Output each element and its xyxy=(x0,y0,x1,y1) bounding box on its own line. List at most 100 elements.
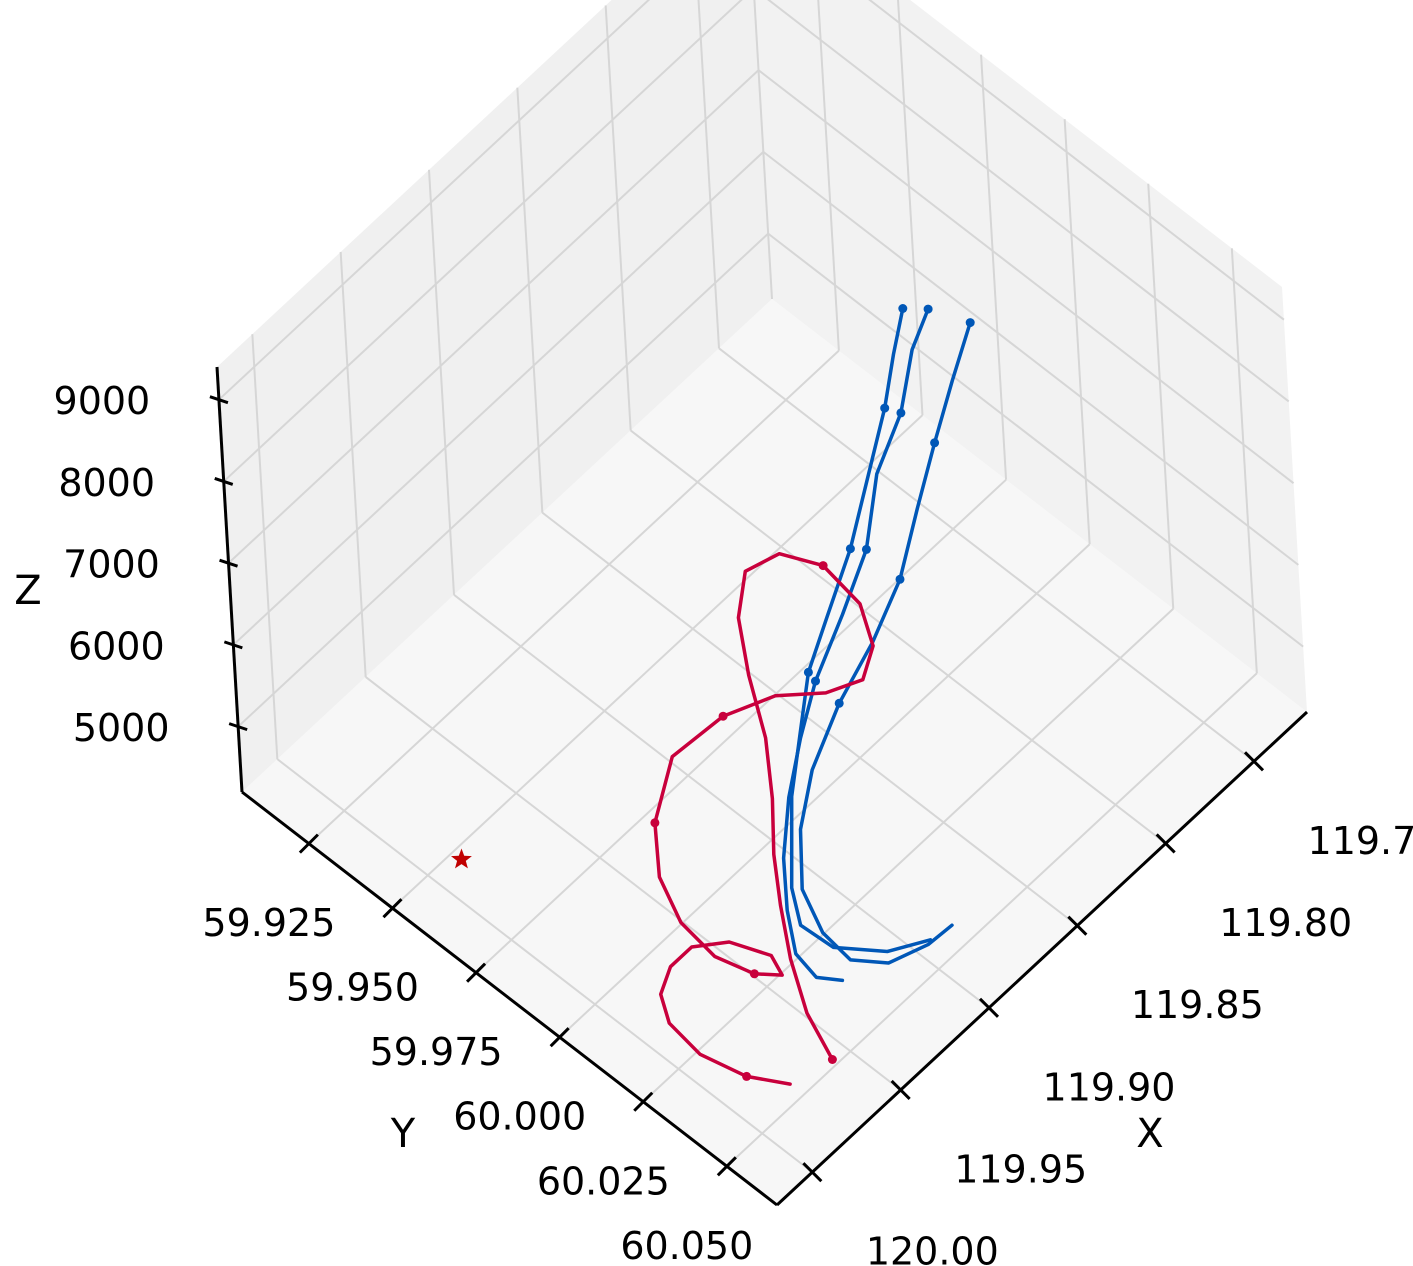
y-tick xyxy=(549,1027,570,1048)
y-tick xyxy=(716,1156,737,1177)
z-tick-label: 9000 xyxy=(54,379,151,423)
grid-line-x-floor xyxy=(541,511,1078,927)
y-tick xyxy=(633,1091,654,1112)
x-tick xyxy=(978,997,1000,1018)
x-tick-label: 119.90 xyxy=(1043,1065,1176,1109)
y-axis-label: Y xyxy=(390,1111,416,1157)
grid-line-y-floor xyxy=(642,608,1174,1103)
series-marker-blue xyxy=(896,408,906,418)
x-tick-label: 119.80 xyxy=(1219,901,1352,945)
series-line-blue xyxy=(781,307,930,983)
grid-line-y-floor xyxy=(726,672,1258,1168)
grid-line-z-left-wall xyxy=(757,69,1295,484)
grid-line-y-wall xyxy=(897,0,924,416)
grid-line-z-right-wall xyxy=(218,0,651,401)
right-wall-pane xyxy=(217,0,772,792)
y-tick-label: 59.925 xyxy=(202,901,335,945)
y-tick-label: 60.050 xyxy=(620,1224,753,1266)
grid-line-z-right-wall xyxy=(223,0,743,483)
grid-line-x-floor xyxy=(718,347,1255,763)
grid-line-x-wall xyxy=(604,5,632,431)
x-tick xyxy=(890,1079,911,1101)
grid-line-z-right-wall xyxy=(237,232,769,728)
z-axis-label: Z xyxy=(14,568,41,614)
z-tick-label: 6000 xyxy=(68,624,165,668)
x-tick xyxy=(1155,833,1176,854)
grid-line-y-floor xyxy=(308,349,840,845)
floor-pane xyxy=(242,299,1307,1205)
y-tick-label: 59.975 xyxy=(370,1030,503,1074)
grid-line-y-wall xyxy=(817,0,840,351)
back-edge xyxy=(753,0,773,300)
x-tick-label: 119.95 xyxy=(954,1148,1087,1192)
series-marker-blue xyxy=(834,698,844,708)
series-marker-blue xyxy=(811,676,820,686)
series-marker-blue xyxy=(930,438,940,448)
x-tick xyxy=(1067,915,1088,936)
series-marker-blue xyxy=(895,574,905,584)
grid-line-y-floor xyxy=(558,543,1091,1038)
grid-line-y-wall xyxy=(1230,248,1258,674)
grid-line-z-right-wall xyxy=(227,69,760,564)
series-marker-blue xyxy=(923,304,933,314)
grid-line-z-left-wall xyxy=(767,232,1304,648)
grid-lines xyxy=(218,0,1304,1173)
series-marker-red xyxy=(742,1071,752,1081)
grid-line-y-floor xyxy=(391,414,924,909)
x-tick xyxy=(802,1162,823,1183)
z-tick xyxy=(223,640,243,650)
y-axis-line xyxy=(241,790,778,1207)
y-tick xyxy=(382,898,403,919)
grid-line-x-wall xyxy=(516,87,544,513)
y-tick xyxy=(298,833,319,854)
grid-line-y-wall xyxy=(1147,183,1175,609)
z-tick xyxy=(214,477,234,486)
z-tick xyxy=(219,558,239,568)
grid-line-z-right-wall xyxy=(232,151,765,646)
y-tick-label: 59.950 xyxy=(286,966,419,1010)
z-tick-label: 8000 xyxy=(58,461,155,505)
data-series xyxy=(451,304,975,1086)
z-tick-label: 7000 xyxy=(63,543,160,587)
x-tick-label: 120.00 xyxy=(866,1230,999,1266)
grid-line-x-wall xyxy=(251,334,279,760)
grid-line-y-wall xyxy=(1063,119,1091,545)
series-line-blue xyxy=(798,320,972,965)
x-tick xyxy=(1243,751,1265,772)
grid-line-x-floor xyxy=(630,429,1167,845)
x-tick-label: 119.85 xyxy=(1131,983,1264,1027)
series-marker-red xyxy=(718,711,728,721)
series-marker-blue xyxy=(845,544,855,554)
y-tick-label: 60.000 xyxy=(453,1095,586,1139)
grid-line-x-floor xyxy=(453,594,990,1009)
y-tick-label: 60.025 xyxy=(537,1159,670,1203)
series-marker-red xyxy=(818,561,828,571)
series-marker-blue xyxy=(965,318,975,328)
series-line-red xyxy=(653,551,875,1086)
z-tick xyxy=(228,722,248,732)
axis-lines xyxy=(215,366,1309,1207)
series-marker-red xyxy=(749,969,759,979)
grid-line-x-wall xyxy=(339,251,367,678)
axis-ticks: 119.75 119.80 119.85 119.90 119.95 120.00 59.9… xyxy=(54,379,1413,1266)
z-tick-label: 5000 xyxy=(73,706,170,750)
grid-line-z-left-wall xyxy=(762,151,1299,566)
series-marker-blue xyxy=(861,544,871,554)
series-marker-red xyxy=(650,818,660,828)
series-marker-blue xyxy=(898,304,908,313)
series-marker-blue xyxy=(803,667,813,677)
z-axis-line xyxy=(215,366,244,793)
y-tick xyxy=(466,962,487,983)
series-marker-red xyxy=(827,1055,837,1064)
grid-line-x-floor xyxy=(276,758,813,1173)
x-tick-label: 119.75 xyxy=(1308,819,1413,863)
start-star-marker xyxy=(451,848,472,869)
grid-line-z-left-wall xyxy=(767,0,1290,403)
x-axis-line xyxy=(775,710,1309,1207)
z-tick xyxy=(209,395,229,405)
grid-line-y-floor xyxy=(475,478,1007,974)
series-marker-blue xyxy=(880,403,890,413)
x-axis-label: X xyxy=(1136,1111,1163,1157)
grid-line-x-wall xyxy=(428,169,455,595)
